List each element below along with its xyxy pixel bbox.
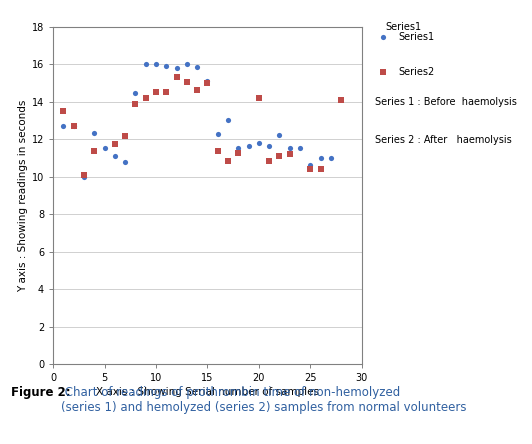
- X-axis label: X axis : Showing Serial number of samples: X axis : Showing Serial number of sample…: [96, 387, 319, 397]
- Point: [203, 77, 212, 84]
- Point: [265, 142, 273, 149]
- Text: Series 1 : Before  haemolysis: Series 1 : Before haemolysis: [375, 97, 517, 107]
- Point: [265, 157, 273, 164]
- Point: [193, 63, 202, 71]
- Point: [121, 158, 129, 165]
- Point: [70, 123, 78, 130]
- Point: [70, 123, 78, 130]
- Point: [337, 96, 345, 103]
- Point: [121, 133, 129, 140]
- Point: [213, 148, 222, 155]
- Text: Series2: Series2: [398, 67, 435, 77]
- Point: [59, 107, 68, 115]
- Point: [275, 152, 284, 159]
- Point: [162, 63, 171, 70]
- Point: [203, 79, 212, 87]
- Point: [142, 94, 150, 101]
- Point: [152, 60, 160, 67]
- Point: [255, 94, 263, 101]
- Text: Figure 2:: Figure 2:: [11, 386, 70, 399]
- Point: [234, 150, 243, 157]
- Point: [306, 166, 314, 173]
- Point: [234, 145, 243, 152]
- Y-axis label: Y axis : Showing readings in seconds: Y axis : Showing readings in seconds: [18, 99, 28, 292]
- Point: [306, 162, 314, 169]
- Point: [172, 64, 181, 71]
- Point: [296, 145, 304, 152]
- Point: [111, 152, 119, 159]
- Point: [90, 148, 98, 155]
- Point: [378, 68, 387, 75]
- Point: [80, 173, 88, 180]
- Point: [275, 132, 284, 139]
- Point: [142, 60, 150, 67]
- Point: [172, 74, 181, 81]
- Point: [131, 100, 140, 107]
- Point: [182, 60, 191, 67]
- Text: Chart of readings of prothrombin time of non-hemolyzed
(series 1) and hemolyzed : Chart of readings of prothrombin time of…: [61, 386, 467, 414]
- Point: [378, 34, 387, 41]
- Point: [286, 151, 294, 158]
- Text: Series1: Series1: [398, 32, 435, 42]
- Point: [131, 90, 140, 97]
- Point: [111, 140, 119, 147]
- Text: Series 2 : After   haemolysis: Series 2 : After haemolysis: [375, 135, 511, 145]
- Point: [213, 131, 222, 138]
- Point: [317, 155, 325, 162]
- Point: [193, 87, 202, 94]
- Point: [224, 157, 232, 164]
- Point: [152, 89, 160, 96]
- Point: [162, 89, 171, 96]
- Text: Series1: Series1: [386, 22, 422, 32]
- Point: [101, 145, 109, 152]
- Point: [182, 79, 191, 86]
- Point: [59, 123, 68, 130]
- Point: [286, 145, 294, 152]
- Point: [327, 155, 335, 162]
- Point: [224, 117, 232, 124]
- Point: [317, 166, 325, 173]
- Point: [255, 139, 263, 147]
- Point: [244, 142, 253, 149]
- Point: [90, 129, 98, 136]
- Point: [80, 171, 88, 178]
